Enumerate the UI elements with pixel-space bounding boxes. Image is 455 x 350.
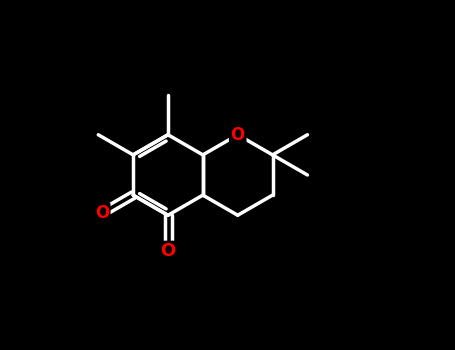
Text: O: O (95, 204, 109, 222)
Text: O: O (231, 126, 245, 144)
Text: O: O (160, 243, 176, 260)
